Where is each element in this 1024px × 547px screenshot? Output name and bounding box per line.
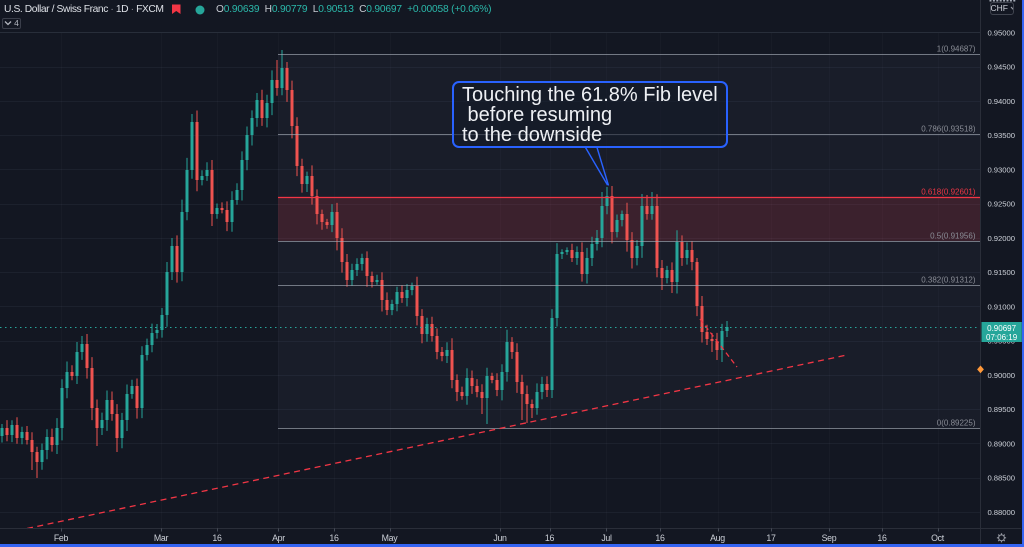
svg-text:1(0.94687): 1(0.94687) (937, 45, 976, 54)
svg-text:0.92500: 0.92500 (988, 200, 1015, 209)
svg-text:0(0.89225): 0(0.89225) (937, 419, 976, 428)
svg-text:0.382(0.91312): 0.382(0.91312) (921, 276, 976, 285)
svg-text:Aug: Aug (710, 533, 725, 543)
svg-text:Sep: Sep (822, 533, 837, 543)
svg-text:0.89500: 0.89500 (988, 405, 1015, 414)
svg-text:0.91000: 0.91000 (988, 302, 1015, 311)
svg-text:16: 16 (212, 533, 222, 543)
svg-text:16: 16 (329, 533, 339, 543)
svg-text:0.93500: 0.93500 (988, 131, 1015, 140)
svg-text:Feb: Feb (54, 533, 69, 543)
svg-text:0.93000: 0.93000 (988, 165, 1015, 174)
svg-text:Mar: Mar (154, 533, 169, 543)
svg-text:0.95000: 0.95000 (988, 28, 1015, 37)
svg-text:0.92000: 0.92000 (988, 234, 1015, 243)
svg-text:May: May (382, 533, 399, 543)
svg-text:0.88500: 0.88500 (988, 474, 1015, 483)
svg-text:0.89000: 0.89000 (988, 440, 1015, 449)
svg-text:Oct: Oct (931, 533, 945, 543)
svg-text:16: 16 (545, 533, 555, 543)
svg-text:0.618(0.92601): 0.618(0.92601) (921, 188, 976, 197)
svg-text:0.5(0.91956): 0.5(0.91956) (930, 232, 976, 241)
svg-text:16: 16 (655, 533, 665, 543)
svg-text:16: 16 (877, 533, 887, 543)
svg-text:Jul: Jul (601, 533, 612, 543)
svg-text:0.90000: 0.90000 (988, 371, 1015, 380)
svg-text:Jun: Jun (493, 533, 507, 543)
svg-text:0.91500: 0.91500 (988, 268, 1015, 277)
svg-text:0.88000: 0.88000 (988, 508, 1015, 517)
svg-text:0.94000: 0.94000 (988, 97, 1015, 106)
svg-text:Apr: Apr (272, 533, 285, 543)
svg-text:0.94500: 0.94500 (988, 63, 1015, 72)
svg-text:07:06:19: 07:06:19 (986, 333, 1018, 342)
svg-text:0.90697: 0.90697 (987, 324, 1016, 333)
svg-text:17: 17 (766, 533, 776, 543)
svg-text:0.786(0.93518): 0.786(0.93518) (921, 125, 976, 134)
